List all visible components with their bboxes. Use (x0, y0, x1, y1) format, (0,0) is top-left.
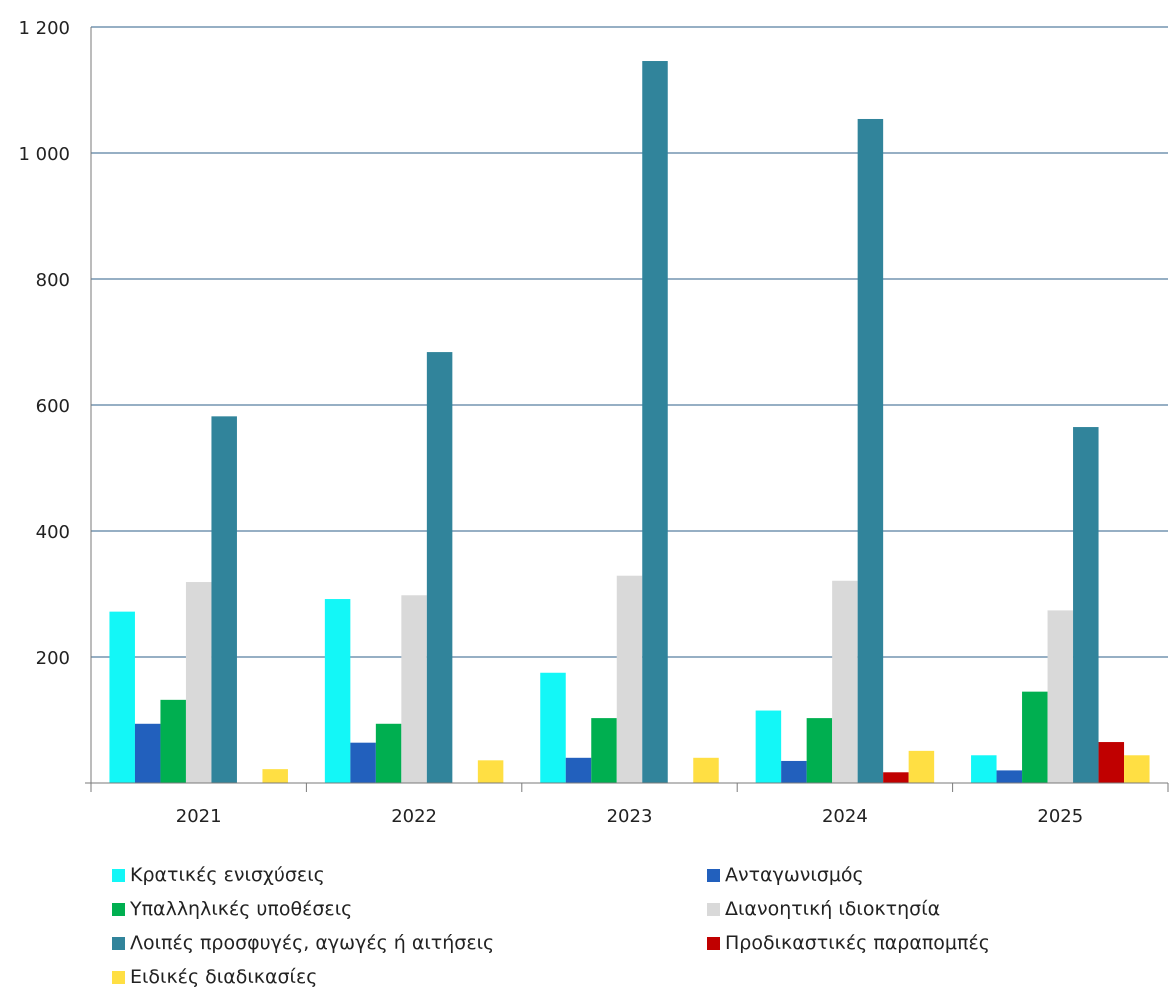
legend-swatch (112, 970, 125, 984)
bar-2022-series-3 (401, 595, 427, 783)
x-tick-label: 2023 (607, 806, 653, 827)
legend-label: Ανταγωνισμός (725, 864, 864, 886)
bar-2023-series-4 (642, 61, 668, 783)
x-tick-label: 2024 (822, 806, 868, 827)
legend-label: Διανοητική ιδιοκτησία (725, 898, 941, 920)
legend-item: Υπαλληλικές υποθέσεις (112, 896, 707, 922)
bar-2022-series-2 (375, 723, 402, 783)
bar-2021-series-1 (134, 723, 161, 783)
bar-2024-series-4 (857, 118, 884, 784)
bar-2023-series-2 (591, 718, 617, 783)
legend-swatch (112, 868, 125, 882)
legend-item: Διανοητική ιδιοκτησία (707, 896, 1112, 922)
bar-2025-series-2 (1022, 691, 1048, 783)
legend: Κρατικές ενισχύσεις Ανταγωνισμός Υπαλληλικ… (112, 862, 1112, 990)
bar-2025-series-5 (1098, 742, 1125, 783)
bar-2025-series-1 (996, 770, 1023, 783)
legend-label: Κρατικές ενισχύσεις (130, 864, 325, 886)
legend-label: Υπαλληλικές υποθέσεις (130, 898, 353, 920)
bar-2022-series-0 (324, 599, 351, 783)
legend-label: Λοιπές προσφυγές, αγωγές ή αιτήσεις (130, 932, 495, 954)
bar-2021-series-2 (160, 699, 186, 783)
bar-2024-series-0 (755, 710, 782, 783)
bar-2025-series-4 (1073, 427, 1099, 783)
y-tick-label: 600 (36, 396, 70, 417)
y-tick-label: 200 (36, 648, 70, 669)
legend-item: Προδικαστικές παραπομπές (707, 930, 1112, 956)
bar-2024-series-2 (806, 718, 833, 783)
bar-2023-series-0 (540, 672, 566, 783)
y-tick-label: 400 (36, 522, 70, 543)
x-tick-label: 2021 (176, 806, 222, 827)
bar-2025-series-0 (971, 755, 997, 783)
bar-2021-series-4 (211, 416, 237, 783)
y-axis-ticks: 200 400 600 800 1 000 1 200 (18, 18, 70, 669)
gridlines (91, 26, 1168, 658)
legend-item: Ανταγωνισμός (707, 862, 1112, 888)
legend-swatch (707, 936, 720, 950)
bar-2025-series-3 (1047, 610, 1074, 783)
legend-swatch (707, 868, 720, 882)
bar-2023-series-6 (693, 757, 719, 783)
x-tick-label: 2025 (1037, 806, 1083, 827)
y-tick-label: 1 200 (18, 18, 70, 39)
x-axis-ticks: 2021 2022 2023 2024 2025 (176, 806, 1083, 827)
bar-2022-series-6 (477, 760, 504, 783)
legend-swatch (112, 902, 125, 916)
bar-2021-series-0 (109, 611, 135, 783)
bar-2022-series-4 (426, 352, 453, 783)
bar-2024-series-5 (883, 772, 909, 783)
legend-swatch (112, 936, 125, 950)
bar-2021-series-6 (262, 769, 288, 783)
legend-item: Ειδικές διαδικασίες (112, 964, 707, 990)
legend-item: Λοιπές προσφυγές, αγωγές ή αιτήσεις (112, 930, 707, 956)
bar-2025-series-6 (1124, 755, 1150, 783)
axes (85, 27, 1169, 792)
y-tick-label: 1 000 (18, 144, 70, 165)
bar-2023-series-1 (565, 757, 592, 783)
bar-2024-series-3 (832, 580, 858, 783)
legend-label: Ειδικές διαδικασίες (130, 966, 318, 988)
legend-label: Προδικαστικές παραπομπές (725, 932, 990, 954)
bars (109, 61, 1150, 784)
bar-2022-series-1 (350, 742, 376, 783)
bar-2023-series-3 (616, 575, 643, 783)
bar-2024-series-1 (781, 760, 807, 783)
legend-item: Κρατικές ενισχύσεις (112, 862, 707, 888)
y-tick-label: 800 (36, 270, 70, 291)
bar-2024-series-6 (908, 750, 935, 783)
legend-swatch (707, 902, 720, 916)
bar-2021-series-3 (185, 582, 212, 783)
x-tick-label: 2022 (391, 806, 437, 827)
